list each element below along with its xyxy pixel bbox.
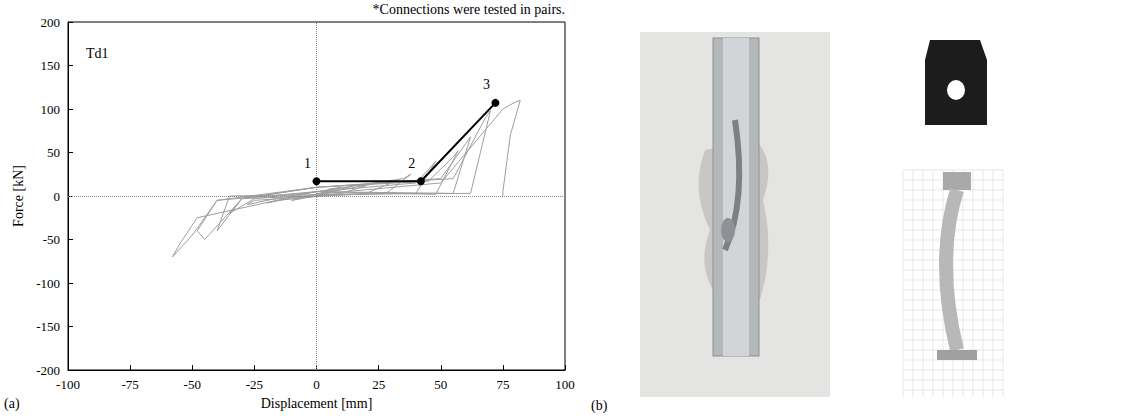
- svg-text:100: 100: [41, 102, 61, 117]
- svg-text:-150: -150: [36, 319, 60, 334]
- svg-text:-200: -200: [36, 363, 60, 378]
- svg-text:0: 0: [313, 377, 320, 392]
- svg-text:0: 0: [54, 189, 61, 204]
- svg-text:Displacement [mm]: Displacement [mm]: [261, 396, 373, 411]
- svg-text:-25: -25: [246, 377, 263, 392]
- svg-text:2: 2: [408, 156, 415, 171]
- svg-text:50: 50: [434, 377, 447, 392]
- svg-text:Force [kN]: Force [kN]: [11, 165, 26, 227]
- svg-text:200: 200: [41, 15, 61, 30]
- svg-text:150: 150: [41, 58, 61, 73]
- svg-text:-50: -50: [43, 232, 60, 247]
- svg-text:50: 50: [47, 145, 60, 160]
- svg-text:Td1: Td1: [86, 46, 109, 61]
- svg-text:-100: -100: [36, 276, 60, 291]
- svg-text:1: 1: [304, 156, 311, 171]
- svg-text:-50: -50: [184, 377, 201, 392]
- svg-text:*Connections were tested in pa: *Connections were tested in pairs.: [373, 2, 565, 17]
- svg-text:75: 75: [496, 377, 509, 392]
- svg-text:-75: -75: [121, 377, 138, 392]
- svg-text:25: 25: [372, 377, 385, 392]
- svg-text:3: 3: [483, 77, 490, 92]
- svg-text:-100: -100: [56, 377, 80, 392]
- svg-text:(a): (a): [4, 396, 20, 412]
- svg-text:(b): (b): [591, 398, 608, 414]
- svg-text:100: 100: [555, 377, 575, 392]
